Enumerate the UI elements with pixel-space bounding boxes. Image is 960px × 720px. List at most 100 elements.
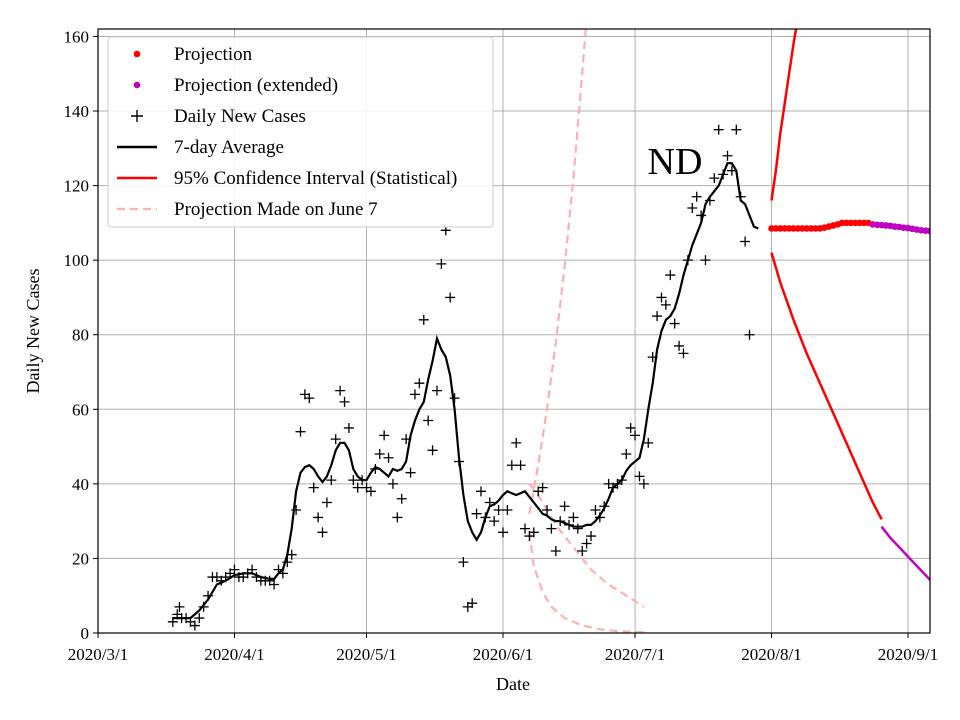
daily-case-marker xyxy=(203,590,214,601)
daily-case-marker xyxy=(396,493,407,504)
daily-case-marker xyxy=(189,620,200,631)
daily-case-marker xyxy=(735,191,746,202)
ci-lower-extended-line xyxy=(880,525,930,582)
daily-case-marker xyxy=(330,434,341,445)
daily-case-marker xyxy=(638,478,649,489)
daily-case-marker xyxy=(423,415,434,426)
daily-case-marker xyxy=(652,311,663,322)
daily-case-marker xyxy=(713,124,724,135)
daily-case-marker xyxy=(286,549,297,560)
legend-item-ci: 95% Confidence Interval (Statistical) xyxy=(117,168,457,189)
daily-case-marker xyxy=(357,475,368,486)
daily-case-marker xyxy=(581,538,592,549)
daily-case-marker xyxy=(586,531,597,542)
daily-case-marker xyxy=(550,545,561,556)
legend-dot-icon xyxy=(133,50,141,58)
daily-case-marker xyxy=(370,463,381,474)
daily-case-marker xyxy=(405,467,416,478)
legend-box xyxy=(107,36,494,228)
y-axis-ticks: 0 20 40 60 80 100 120 140 160 xyxy=(64,27,98,643)
daily-case-marker xyxy=(718,169,729,180)
daily-case-marker xyxy=(542,504,553,515)
x-tick-label: 2020/8/1 xyxy=(741,645,801,664)
daily-case-marker xyxy=(731,124,742,135)
daily-case-marker xyxy=(174,601,185,612)
ci-lower-line xyxy=(770,252,883,520)
daily-case-marker xyxy=(594,512,605,523)
daily-case-marker xyxy=(339,396,350,407)
daily-case-marker xyxy=(744,329,755,340)
x-axis-label: Date xyxy=(496,674,530,694)
y-tick-label: 20 xyxy=(72,549,89,568)
legend-label: Daily New Cases xyxy=(174,106,306,127)
daily-case-marker xyxy=(484,497,495,508)
plot-frame xyxy=(97,28,931,634)
daily-case-marker xyxy=(616,475,627,486)
daily-case-marker xyxy=(678,348,689,359)
daily-case-marker xyxy=(387,478,398,489)
daily-case-marker xyxy=(515,460,526,471)
daily-case-marker xyxy=(740,236,751,247)
daily-case-marker xyxy=(431,385,442,396)
daily-case-marker xyxy=(656,292,667,303)
daily-case-marker xyxy=(696,210,707,221)
daily-case-marker xyxy=(497,527,508,538)
daily-case-marker xyxy=(467,598,478,609)
daily-case-marker xyxy=(365,486,376,497)
june7-projection-mid xyxy=(528,483,645,608)
daily-case-marker xyxy=(335,385,346,396)
daily-case-marker xyxy=(326,475,337,486)
daily-case-marker xyxy=(722,150,733,161)
daily-case-marker xyxy=(599,501,610,512)
daily-case-marker xyxy=(502,504,513,515)
daily-case-marker xyxy=(506,460,517,471)
daily-case-marker xyxy=(436,258,447,269)
daily-case-marker xyxy=(291,504,302,515)
daily-case-marker xyxy=(198,601,209,612)
daily-case-marker xyxy=(352,482,363,493)
daily-case-marker xyxy=(669,318,680,329)
daily-case-marker xyxy=(726,165,737,176)
daily-case-marker xyxy=(418,314,429,325)
y-tick-label: 120 xyxy=(64,177,90,196)
legend-item-avg: 7-day Average xyxy=(117,137,284,158)
june7-projection-lower xyxy=(528,532,644,633)
daily-case-marker xyxy=(520,523,531,534)
y-tick-label: 0 xyxy=(81,624,90,643)
daily-case-marker xyxy=(194,613,205,624)
legend: Projection Projection (extended) Daily New… xyxy=(107,36,494,228)
chart-title: ND xyxy=(648,141,703,183)
daily-case-marker xyxy=(321,497,332,508)
daily-case-marker xyxy=(647,352,658,363)
daily-case-marker xyxy=(564,519,575,530)
y-axis-label: Daily New Cases xyxy=(23,269,43,394)
x-tick-label: 2020/4/1 xyxy=(204,645,264,664)
daily-case-marker xyxy=(295,426,306,437)
daily-case-marker xyxy=(528,527,539,538)
daily-case-marker xyxy=(480,512,491,523)
daily-case-marker xyxy=(445,292,456,303)
daily-case-marker xyxy=(313,512,324,523)
x-tick-label: 2020/7/1 xyxy=(605,645,665,664)
daily-case-marker xyxy=(572,523,583,534)
daily-case-marker xyxy=(282,557,293,568)
daily-case-marker xyxy=(317,527,328,538)
plot-series xyxy=(167,29,930,633)
daily-case-marker xyxy=(621,449,632,460)
x-tick-label: 2020/3/1 xyxy=(68,645,128,664)
daily-case-marker xyxy=(453,456,464,467)
daily-case-marker xyxy=(660,299,671,310)
daily-case-marker xyxy=(687,202,698,213)
legend-label: 7-day Average xyxy=(174,137,284,158)
daily-case-marker xyxy=(634,471,645,482)
legend-item-projection_ext: Projection (extended) xyxy=(133,75,338,96)
x-tick-label: 2020/6/1 xyxy=(473,645,533,664)
y-tick-label: 160 xyxy=(64,27,90,46)
daily-case-marker xyxy=(709,173,720,184)
legend-plus-icon xyxy=(131,110,143,122)
legend-item-projection: Projection xyxy=(133,44,253,65)
daily-case-marker xyxy=(691,191,702,202)
daily-case-marker xyxy=(590,504,601,515)
daily-case-marker xyxy=(348,475,359,486)
